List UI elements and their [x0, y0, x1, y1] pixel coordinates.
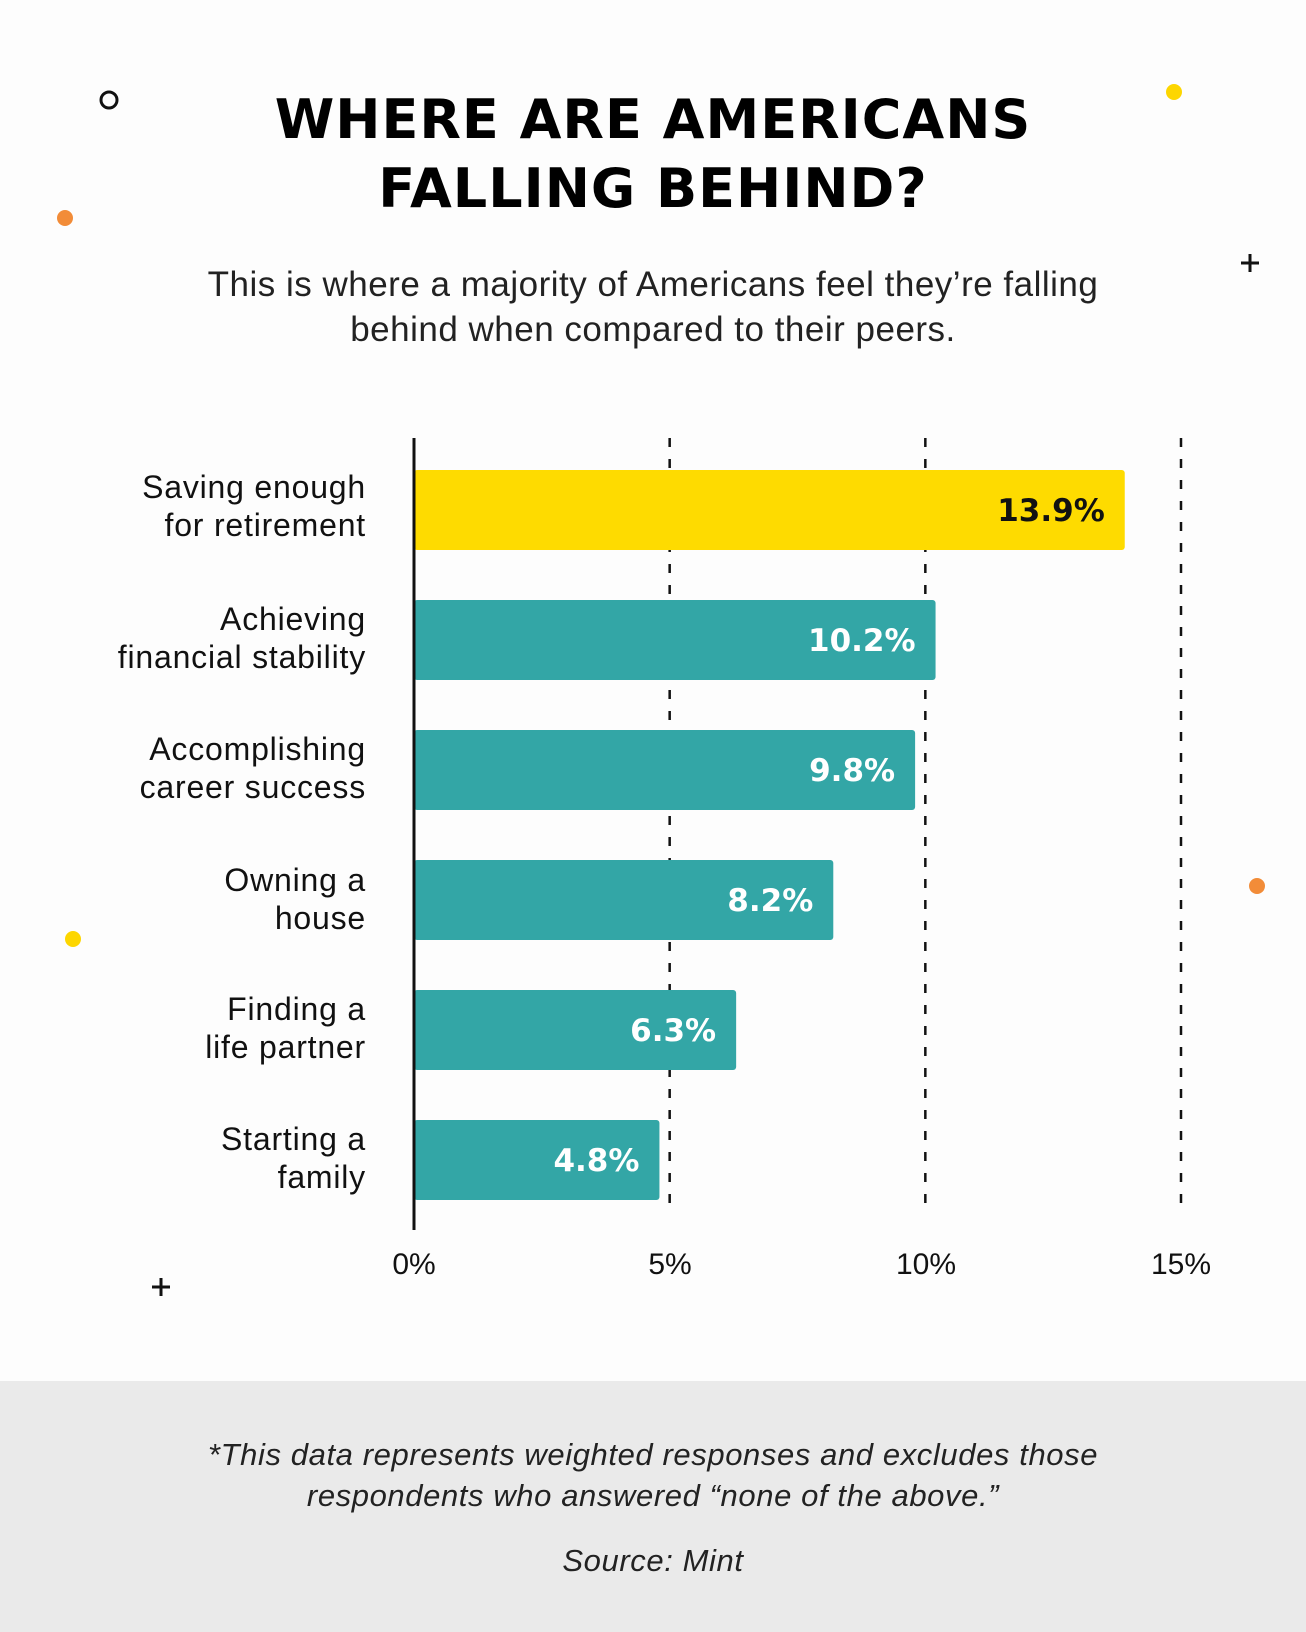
- category-label-line: life partner: [205, 1029, 366, 1065]
- decor-ring: [99, 90, 119, 110]
- bar: [414, 990, 737, 1070]
- bar: [414, 860, 834, 940]
- category-label-family: Starting a family: [6, 1120, 366, 1196]
- bar: [414, 470, 1125, 550]
- bars: 13.9% 10.2% 9.8% 8.2% 6.3% 4.8%: [414, 470, 1125, 1200]
- decor-dot-yellow: [1166, 84, 1182, 100]
- bar-value-label: 10.2%: [808, 623, 916, 659]
- bar: [414, 600, 936, 680]
- category-label-line: for retirement: [164, 507, 366, 543]
- page-title-line-1: WHERE ARE AMERICANS: [274, 88, 1032, 151]
- decor-dot-yellow: [65, 931, 81, 947]
- category-label-financial-stability: Achieving financial stability: [6, 600, 366, 676]
- x-tick-label: 0%: [392, 1248, 436, 1281]
- category-label-line: Accomplishing: [149, 731, 366, 767]
- category-label-retirement: Saving enough for retirement: [6, 468, 366, 544]
- source-credit: Source: Mint: [562, 1543, 744, 1578]
- category-label-life-partner: Finding a life partner: [6, 990, 366, 1066]
- bar-value-label: 9.8%: [809, 753, 895, 789]
- category-label-line: Owning a: [224, 862, 366, 898]
- category-label-line: career success: [139, 769, 366, 805]
- category-label-line: Saving enough: [142, 469, 366, 505]
- category-label-house: Owning a house: [6, 861, 366, 937]
- category-label-career-success: Accomplishing career success: [6, 730, 366, 806]
- bar: [414, 730, 916, 810]
- category-label-line: house: [274, 900, 366, 936]
- decor-plus: [152, 1278, 170, 1296]
- subtitle-line-2: behind when compared to their peers.: [350, 310, 956, 349]
- x-tick-label: 10%: [895, 1248, 957, 1281]
- decor-plus: [1241, 254, 1259, 272]
- bar: [414, 1120, 660, 1200]
- category-label-line: Starting a: [221, 1121, 366, 1157]
- bar-value-label: 6.3%: [630, 1013, 716, 1049]
- category-label-line: Achieving: [220, 601, 366, 637]
- category-label-line: financial stability: [117, 639, 366, 675]
- footer-panel: [0, 1381, 1306, 1632]
- bar-value-label: 8.2%: [727, 883, 813, 919]
- category-label-line: family: [277, 1159, 366, 1195]
- bar-value-label: 4.8%: [553, 1143, 639, 1179]
- decor-dot-orange: [57, 210, 73, 226]
- page-title-line-2: FALLING BEHIND?: [378, 157, 928, 220]
- subtitle-line-1: This is where a majority of Americans fe…: [207, 265, 1099, 304]
- gridlines: [668, 438, 1183, 1210]
- footnote-line-2: respondents who answered “none of the ab…: [306, 1478, 1000, 1513]
- decor-dot-orange: [1249, 878, 1265, 894]
- footnote-line-1: *This data represents weighted responses…: [207, 1437, 1099, 1472]
- bar-value-label: 13.9%: [997, 493, 1105, 529]
- x-tick-label: 5%: [648, 1248, 692, 1281]
- x-tick-label: 15%: [1150, 1248, 1212, 1281]
- category-label-line: Finding a: [227, 991, 366, 1027]
